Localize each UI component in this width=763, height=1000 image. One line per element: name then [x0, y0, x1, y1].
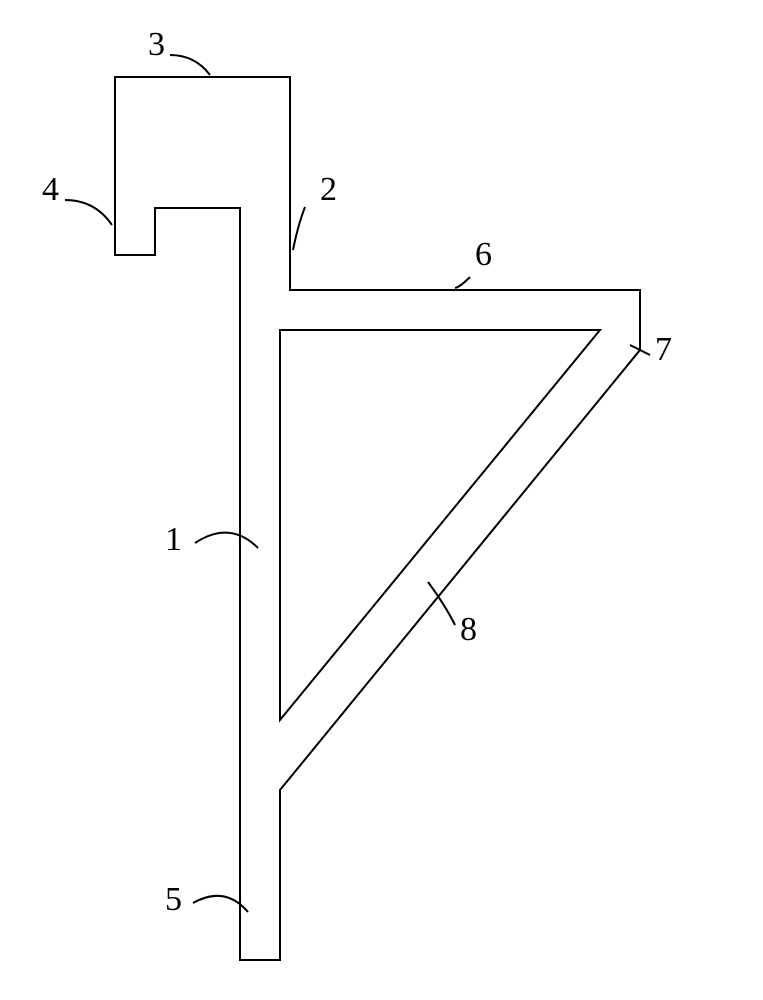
- label-1: 1: [165, 521, 182, 558]
- label-3: 3: [148, 26, 165, 63]
- label-4: 4: [42, 171, 59, 208]
- leader-line-6: [455, 277, 470, 288]
- label-2: 2: [320, 171, 337, 208]
- label-6: 6: [475, 236, 492, 273]
- labels-group: 1 2 3 4 5 6 7 8: [42, 26, 672, 918]
- bracket-outline: [115, 77, 640, 960]
- label-7: 7: [655, 331, 672, 368]
- leader-line-3: [170, 55, 210, 75]
- triangle-cutout: [280, 330, 600, 720]
- engineering-diagram: 1 2 3 4 5 6 7 8: [0, 0, 763, 1000]
- label-8: 8: [460, 611, 477, 648]
- label-5: 5: [165, 881, 182, 918]
- leader-line-4: [65, 200, 112, 225]
- leader-line-1: [195, 533, 258, 548]
- leader-line-2: [293, 207, 305, 250]
